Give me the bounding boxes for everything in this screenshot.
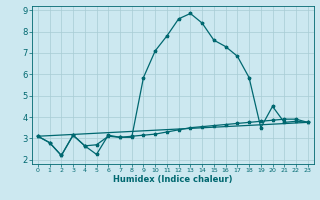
X-axis label: Humidex (Indice chaleur): Humidex (Indice chaleur)	[113, 175, 233, 184]
